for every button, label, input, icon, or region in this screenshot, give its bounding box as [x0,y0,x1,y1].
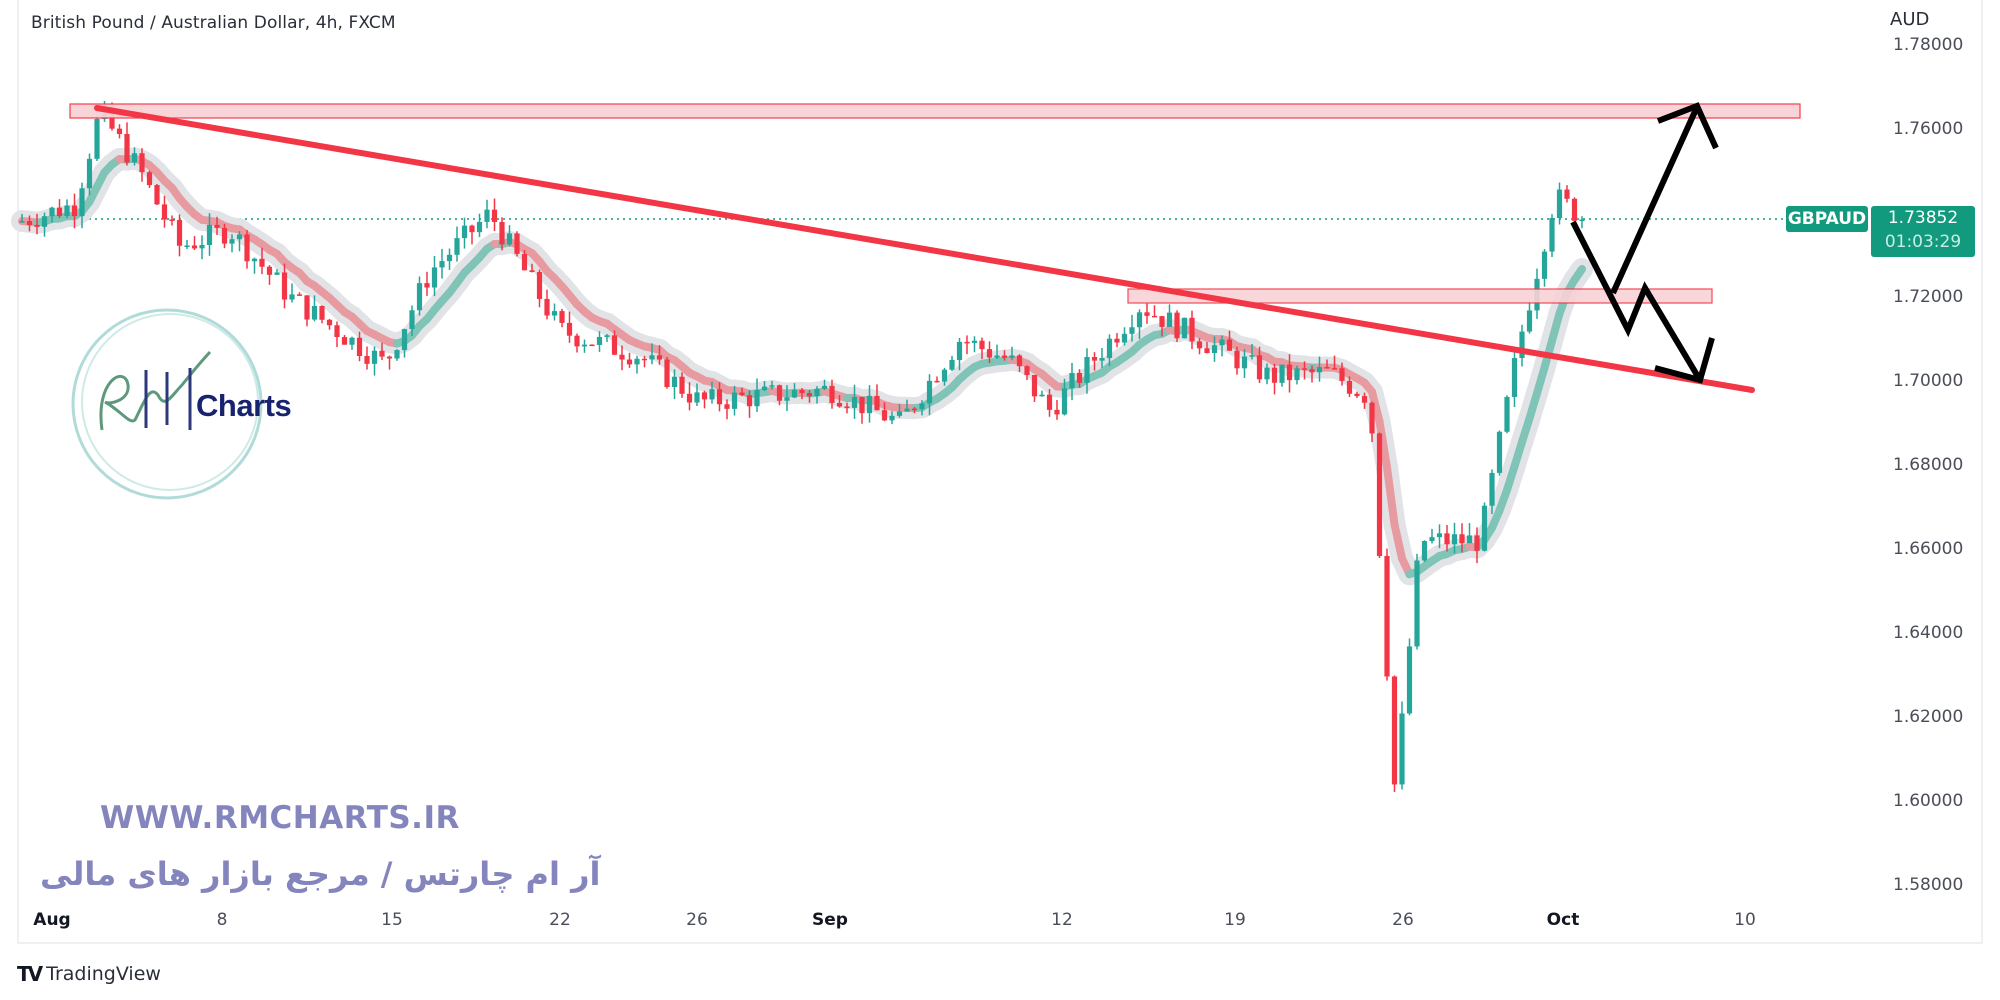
bullish-scenario-arrow[interactable] [1610,105,1700,295]
price-tick: 1.60000 [1893,791,1964,811]
time-tick: Aug [33,910,71,930]
price-tick: 1.78000 [1893,35,1964,55]
chart-title: British Pound / Australian Dollar, 4h, F… [31,13,396,33]
support-zone[interactable] [1127,288,1713,304]
time-tick: 12 [1051,910,1073,930]
bearish-arrow-head [1654,337,1715,384]
time-tick: 19 [1224,910,1246,930]
watermark-persian-text: آر ام چارتس / مرجع بازار های مالی [40,855,601,893]
price-tick: 1.72000 [1893,287,1964,307]
time-tick: 8 [216,910,228,930]
watermark-url: WWW.RMCHARTS.IR [100,800,460,836]
price-tick: 1.70000 [1893,371,1964,391]
moving-average-ribbon [11,147,1593,586]
symbol-label: GBPAUD [1786,206,1868,232]
time-tick: 26 [1392,910,1414,930]
bar-countdown: 01:03:29 [1884,232,1962,252]
candlesticks [19,100,1585,793]
time-tick: 26 [686,910,708,930]
price-axis-unit: AUD [1890,9,1930,30]
price-tick: 1.58000 [1893,875,1964,895]
resistance-zone[interactable] [69,103,1801,119]
tradingview-brand-text: TradingView [46,963,161,985]
time-tick: 15 [381,910,403,930]
time-tick: 22 [549,910,571,930]
last-price-value: 1.73852 [1887,208,1959,228]
bullish-arrow-head [1656,102,1719,150]
rmcharts-logo-icon [71,308,263,500]
last-price-badge: 1.73852 01:03:29 [1871,206,1975,257]
bearish-scenario-arrow[interactable] [1570,220,1703,382]
price-tick: 1.66000 [1893,539,1964,559]
price-tick: 1.62000 [1893,707,1964,727]
time-tick: 10 [1734,910,1756,930]
price-tick: 1.68000 [1893,455,1964,475]
watermark-logo-text: Charts [196,388,292,423]
tradingview-branding[interactable]: TV TradingView [17,962,161,986]
price-tick: 1.64000 [1893,623,1964,643]
time-tick: Oct [1546,910,1580,930]
chart-pane[interactable] [17,0,1983,944]
tradingview-logo-icon: TV [17,962,43,986]
price-tick: 1.76000 [1893,119,1964,139]
descending-trendline[interactable] [94,105,1755,393]
time-tick: Sep [812,910,848,930]
